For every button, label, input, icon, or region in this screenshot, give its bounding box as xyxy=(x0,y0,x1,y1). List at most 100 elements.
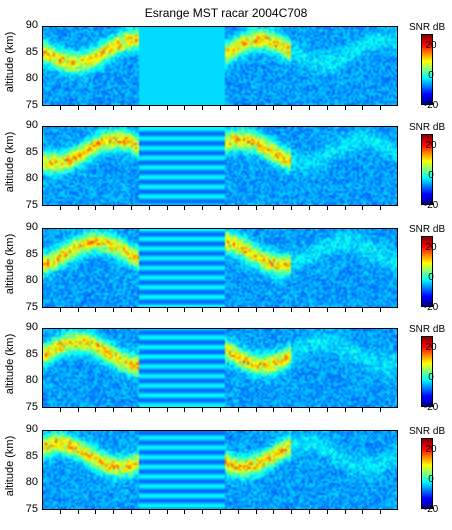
x-tick xyxy=(220,408,221,412)
y-tick-label: 75 xyxy=(25,503,38,515)
colorbar-title: SNR dB xyxy=(409,22,446,33)
x-tick xyxy=(184,308,186,312)
y-tick-label: 85 xyxy=(25,449,38,462)
x-tick xyxy=(237,106,239,110)
x-tick xyxy=(309,106,310,110)
x-tick xyxy=(344,308,346,312)
x-tick xyxy=(237,510,239,514)
y-tick-label: 85 xyxy=(25,45,38,58)
x-tick xyxy=(309,206,310,210)
x-tick xyxy=(291,510,293,514)
x-tick xyxy=(166,408,168,412)
colorbar-tick-label: -20 xyxy=(423,100,439,111)
x-tick xyxy=(202,510,204,514)
x-tick xyxy=(113,106,115,110)
x-tick xyxy=(326,408,328,412)
x-tick xyxy=(131,510,132,514)
y-tick-label: 75 xyxy=(25,401,38,413)
colorbar-tick-label: 20 xyxy=(425,342,437,353)
x-tick xyxy=(95,408,97,412)
y-tick-label: 80 xyxy=(25,172,38,185)
x-tick xyxy=(273,408,275,412)
colorbar-tick-label: 0 xyxy=(428,170,434,181)
x-tick xyxy=(59,308,61,312)
y-tick-label: 75 xyxy=(25,199,38,211)
heatmap-panel-2: 90 85 80 75 altitude (km) SNR dB 20 0 -20 xyxy=(0,119,452,226)
heatmap-plot-area xyxy=(42,126,398,206)
colorbar-tick-label: -20 xyxy=(423,504,439,515)
x-tick xyxy=(255,510,257,514)
x-tick xyxy=(59,106,61,110)
x-tick xyxy=(380,206,382,210)
y-axis-label: altitude (km) xyxy=(4,31,16,93)
x-tick xyxy=(255,308,257,312)
x-tick xyxy=(273,106,275,110)
x-tick xyxy=(95,308,97,312)
x-tick xyxy=(77,206,79,210)
y-tick-label: 90 xyxy=(25,423,38,435)
x-tick xyxy=(255,206,257,210)
colorbar-tick-label: 0 xyxy=(428,474,434,485)
x-tick xyxy=(166,510,168,514)
x-tick xyxy=(77,408,79,412)
x-tick xyxy=(309,510,310,514)
x-tick xyxy=(166,308,168,312)
y-tick-label: 85 xyxy=(25,347,38,360)
heatmap-panel-3: 90 85 80 75 altitude (km) SNR dB 20 0 -20 xyxy=(0,221,452,328)
colorbar-tick-label: 20 xyxy=(425,40,437,51)
colorbar xyxy=(421,134,433,205)
x-tick xyxy=(344,408,346,412)
x-tick xyxy=(380,106,382,110)
x-tick xyxy=(380,308,382,312)
x-tick xyxy=(184,408,186,412)
x-tick xyxy=(95,510,97,514)
colorbar-title: SNR dB xyxy=(409,324,446,335)
x-tick xyxy=(255,408,257,412)
heatmap-canvas xyxy=(43,127,397,205)
x-tick xyxy=(362,106,364,110)
colorbar-tick-label: -20 xyxy=(423,302,439,313)
chart-title: Esrange MST racar 2004C708 xyxy=(144,6,308,20)
x-tick xyxy=(59,206,61,210)
colorbar-tick-label: 20 xyxy=(425,140,437,151)
x-tick xyxy=(77,308,79,312)
y-axis-label: altitude (km) xyxy=(4,435,16,497)
x-tick xyxy=(237,408,239,412)
x-tick xyxy=(237,206,239,210)
x-tick xyxy=(291,408,293,412)
x-tick xyxy=(255,106,257,110)
x-tick xyxy=(309,308,310,312)
y-tick-label: 80 xyxy=(25,476,38,489)
x-tick xyxy=(131,408,132,412)
heatmap-plot-area xyxy=(42,26,398,106)
y-tick-label: 85 xyxy=(25,247,38,260)
x-tick xyxy=(380,510,382,514)
heatmap-canvas xyxy=(43,329,397,407)
x-tick xyxy=(184,206,186,210)
heatmap-plot-area xyxy=(42,430,398,510)
x-tick xyxy=(184,510,186,514)
x-tick xyxy=(237,308,239,312)
x-tick xyxy=(273,206,275,210)
x-tick xyxy=(291,106,293,110)
x-tick xyxy=(148,510,150,514)
x-tick xyxy=(362,206,364,210)
y-tick-label: 90 xyxy=(25,119,38,131)
x-tick xyxy=(113,206,115,210)
colorbar-tick-label: 0 xyxy=(428,70,434,81)
x-tick xyxy=(148,206,150,210)
heatmap-panel-4: 90 85 80 75 altitude (km) SNR dB 20 0 -20 xyxy=(0,321,452,428)
heatmap-canvas xyxy=(43,229,397,307)
x-tick xyxy=(202,308,204,312)
x-tick xyxy=(131,206,132,210)
x-tick xyxy=(131,308,132,312)
x-tick xyxy=(95,206,97,210)
colorbar xyxy=(421,236,433,307)
x-tick xyxy=(220,206,221,210)
colorbar-title: SNR dB xyxy=(409,224,446,235)
heatmap-plot-area xyxy=(42,328,398,408)
colorbar-tick-label: -20 xyxy=(423,402,439,413)
colorbar xyxy=(421,438,433,509)
y-tick-label: 80 xyxy=(25,274,38,287)
heatmap-panel-5: 90 85 80 75 altitude (km) SNR dB 20 0 -20 xyxy=(0,423,452,530)
